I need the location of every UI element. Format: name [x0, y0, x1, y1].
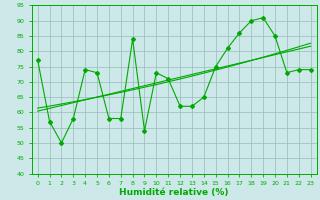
X-axis label: Humidité relative (%): Humidité relative (%): [119, 188, 229, 197]
